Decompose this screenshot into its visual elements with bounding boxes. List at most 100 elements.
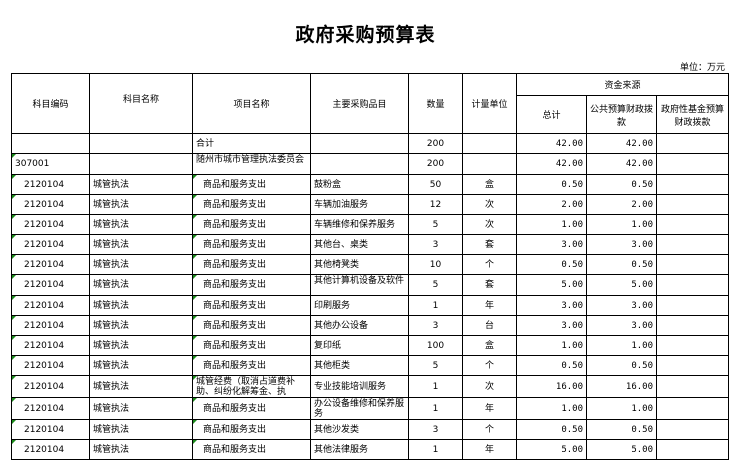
cell-code: 2120104	[11, 335, 90, 356]
table-row: 307001 随州市城市管理执法委员会 200 42.00 42.00	[11, 153, 729, 175]
cell-code: 2120104	[11, 375, 90, 398]
cell-item: 车辆加油服务	[310, 194, 409, 215]
cell-gov-fund	[656, 234, 729, 255]
cell-total: 3.00	[516, 234, 587, 255]
cell-gov-fund	[656, 194, 729, 215]
cell-gov-fund	[656, 419, 729, 440]
cell-subject: 城管执法	[89, 234, 193, 255]
cell-qty: 5	[408, 214, 463, 235]
cell-total: 0.50	[516, 174, 587, 195]
cell-item	[310, 133, 409, 154]
cell-total: 42.00	[516, 153, 587, 175]
cell-gov-fund	[656, 133, 729, 154]
table-row: 2120104 城管执法 商品和服务支出 其他沙发类 3 个 0.50 0.50	[11, 419, 729, 440]
cell-code: 2120104	[11, 315, 90, 336]
cell-gov-fund	[656, 355, 729, 376]
cell-gov-fund	[656, 397, 729, 420]
unit-label: 单位：万元	[679, 63, 725, 73]
cell-subject: 城管执法	[89, 254, 193, 275]
procurement-table: 科目编码 科目名称 项目名称 主要采购品目 数量 计量单位 资金来源 总计 公共…	[11, 73, 729, 460]
cell-project: 商品和服务支出	[192, 419, 311, 440]
cell-qty: 200	[408, 153, 463, 175]
cell-gov-fund	[656, 214, 729, 235]
cell-measure: 年	[462, 439, 517, 460]
cell-total: 3.00	[516, 295, 587, 316]
cell-total: 5.00	[516, 439, 587, 460]
cell-total: 0.50	[516, 419, 587, 440]
cell-item: 复印纸	[310, 335, 409, 356]
cell-project: 商品和服务支出	[192, 295, 311, 316]
table-row: 2120104 城管执法 商品和服务支出 复印纸 100 盒 1.00 1.00	[11, 335, 729, 356]
cell-subject: 城管执法	[89, 274, 193, 296]
cell-project: 商品和服务支出	[192, 439, 311, 460]
cell-subject: 城管执法	[89, 295, 193, 316]
cell-measure: 个	[462, 419, 517, 440]
table-row: 2120104 城管执法 商品和服务支出 其他柜类 5 个 0.50 0.50	[11, 355, 729, 376]
cell-subject: 城管执法	[89, 439, 193, 460]
cell-qty: 200	[408, 133, 463, 154]
cell-total: 1.00	[516, 397, 587, 420]
table-row: 2120104 城管执法 商品和服务支出 车辆维修和保养服务 5 次 1.00 1.00	[11, 214, 729, 235]
cell-subject: 城管执法	[89, 335, 193, 356]
cell-code: 2120104	[11, 194, 90, 215]
cell-subject: 城管执法	[89, 315, 193, 336]
cell-total: 0.50	[516, 355, 587, 376]
cell-subject: 城管执法	[89, 397, 193, 420]
header-measure: 计量单位	[462, 73, 517, 134]
cell-gov-fund	[656, 254, 729, 275]
cell-measure: 台	[462, 315, 517, 336]
cell-public: 1.00	[586, 397, 657, 420]
cell-qty: 1	[408, 439, 463, 460]
cell-public: 42.00	[586, 133, 657, 154]
header-funding: 资金来源	[516, 73, 729, 96]
cell-project: 商品和服务支出	[192, 315, 311, 336]
header-total: 总计	[516, 95, 587, 134]
cell-qty: 100	[408, 335, 463, 356]
cell-qty: 50	[408, 174, 463, 195]
cell-item: 其他法律服务	[310, 439, 409, 460]
cell-measure: 盒	[462, 174, 517, 195]
cell-code: 2120104	[11, 214, 90, 235]
table-row: 2120104 城管执法 商品和服务支出 其他法律服务 1 年 5.00 5.00	[11, 439, 729, 460]
cell-project: 商品和服务支出	[192, 335, 311, 356]
cell-measure: 套	[462, 274, 517, 296]
cell-code: 2120104	[11, 274, 90, 296]
cell-public: 0.50	[586, 254, 657, 275]
cell-subject	[89, 133, 193, 154]
cell-project: 商品和服务支出	[192, 397, 311, 420]
cell-item: 办公设备维修和保养服务	[310, 397, 409, 420]
cell-project: 商品和服务支出	[192, 194, 311, 215]
header-project: 项目名称	[192, 73, 311, 134]
cell-project: 合计	[192, 133, 311, 154]
cell-measure: 次	[462, 375, 517, 398]
cell-item: 车辆维修和保养服务	[310, 214, 409, 235]
table-row: 2120104 城管执法 商品和服务支出 其他办公设备 3 台 3.00 3.00	[11, 315, 729, 336]
cell-code: 307001	[11, 153, 90, 175]
cell-qty: 5	[408, 355, 463, 376]
cell-project: 商品和服务支出	[192, 174, 311, 195]
cell-item: 其他计算机设备及软件	[310, 274, 409, 296]
cell-item: 其他沙发类	[310, 419, 409, 440]
cell-item: 鼓粉盒	[310, 174, 409, 195]
cell-project: 商品和服务支出	[192, 234, 311, 255]
cell-gov-fund	[656, 153, 729, 175]
cell-item: 其他椅凳类	[310, 254, 409, 275]
table-row: 2120104 城管执法 商品和服务支出 印刷服务 1 年 3.00 3.00	[11, 295, 729, 316]
table-row: 2120104 城管执法 商品和服务支出 办公设备维修和保养服务 1 年 1.00 1.00	[11, 397, 729, 420]
header-public: 公共预算财政拨款	[586, 95, 657, 134]
cell-measure: 套	[462, 234, 517, 255]
cell-public: 2.00	[586, 194, 657, 215]
cell-item: 印刷服务	[310, 295, 409, 316]
cell-public: 3.00	[586, 295, 657, 316]
cell-measure	[462, 133, 517, 154]
cell-item: 其他柜类	[310, 355, 409, 376]
cell-measure: 个	[462, 355, 517, 376]
cell-total: 2.00	[516, 194, 587, 215]
cell-gov-fund	[656, 174, 729, 195]
cell-subject: 城管执法	[89, 419, 193, 440]
cell-measure: 年	[462, 397, 517, 420]
cell-public: 1.00	[586, 214, 657, 235]
cell-public: 16.00	[586, 375, 657, 398]
cell-qty: 1	[408, 375, 463, 398]
cell-code	[11, 133, 90, 154]
